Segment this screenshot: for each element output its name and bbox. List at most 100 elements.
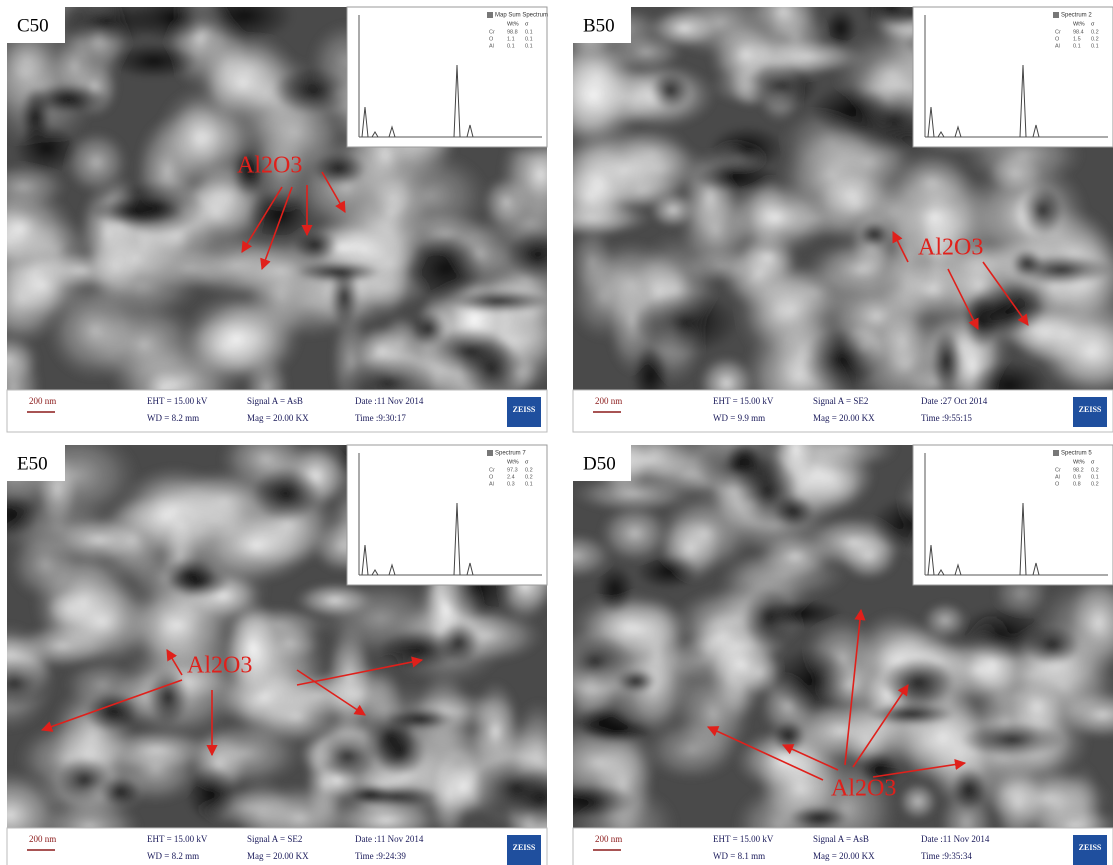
- shadow: [147, 668, 190, 726]
- shadow: [743, 63, 819, 110]
- info-signal: Signal A = SE2: [813, 396, 868, 406]
- grain: [898, 782, 938, 821]
- panel-label: B50: [583, 15, 615, 36]
- info-mag: Mag = 20.00 KX: [247, 413, 309, 423]
- shadow: [788, 806, 848, 830]
- info-mag: Mag = 20.00 KX: [813, 851, 875, 861]
- scale-label: 200 nm: [29, 396, 56, 406]
- table-cell: 0.1: [525, 43, 533, 49]
- shadow: [317, 732, 378, 780]
- table-cell: Cr: [1055, 467, 1061, 473]
- shadow: [26, 83, 109, 114]
- shadow: [163, 557, 216, 592]
- spectrum-title: Spectrum 5: [1061, 451, 1092, 457]
- shadow: [506, 230, 568, 281]
- info-time: Time :9:55:15: [921, 413, 972, 423]
- panel: C50Map Sum SpectrumWt%σCr98.80.1O1.10.1A…: [0, 0, 583, 436]
- shadow: [960, 722, 1065, 758]
- shadow: [931, 329, 963, 392]
- annotation: Al2O3: [237, 153, 302, 179]
- shadow: [579, 717, 655, 744]
- panel-label: E50: [17, 453, 48, 474]
- table-cell: 0.9: [1073, 474, 1081, 480]
- table-cell: Cr: [1055, 29, 1061, 35]
- info-mag: Mag = 20.00 KX: [247, 851, 309, 861]
- shadow: [760, 599, 843, 628]
- shadow: [824, 8, 857, 50]
- grain: [9, 528, 82, 601]
- shadow: [348, 784, 392, 805]
- table-cell: Al: [489, 43, 494, 49]
- legend-swatch: [1053, 450, 1059, 456]
- inset-bg: [913, 445, 1113, 585]
- table-cell: 0.2: [1091, 36, 1099, 42]
- shadow: [1021, 186, 1064, 236]
- table-cell: 0.2: [1091, 481, 1099, 487]
- shadow: [446, 289, 552, 313]
- shadow: [693, 162, 780, 193]
- shadow: [859, 221, 890, 248]
- shadow: [800, 329, 881, 391]
- shadow: [616, 669, 656, 693]
- legend-swatch: [487, 450, 493, 456]
- table-cell: 0.1: [1073, 43, 1081, 49]
- table-cell: 0.8: [1073, 481, 1081, 487]
- table-header: Wt%: [507, 459, 519, 465]
- grain: [45, 280, 144, 381]
- info-date: Date :11 Nov 2014: [921, 834, 990, 844]
- shadow: [471, 756, 560, 819]
- table-cell: 1.5: [1073, 36, 1081, 42]
- info-eht: EHT = 15.00 kV: [147, 834, 208, 844]
- table-cell: Al: [1055, 43, 1060, 49]
- table-header: σ: [525, 21, 529, 27]
- table-cell: 0.3: [507, 481, 515, 487]
- scale-label: 200 nm: [595, 396, 622, 406]
- table-header: Wt%: [507, 21, 519, 27]
- table-cell: 0.1: [507, 43, 515, 49]
- table-header: Wt%: [1073, 21, 1085, 27]
- panel: E50Spectrum 7Wt%σCr97.30.2O2.40.2Al0.30.…: [0, 397, 585, 865]
- info-wd: WD = 9.9 mm: [713, 413, 765, 423]
- table-cell: 98.2: [1073, 467, 1084, 473]
- grain: [372, 150, 490, 241]
- info-signal: Signal A = AsB: [247, 396, 303, 406]
- shadow: [438, 622, 481, 663]
- shadow: [109, 43, 200, 78]
- table-cell: 0.1: [525, 36, 533, 42]
- info-date: Date :27 Oct 2014: [921, 396, 988, 406]
- info-wd: WD = 8.2 mm: [147, 413, 199, 423]
- shadow: [882, 657, 955, 707]
- table-cell: O: [489, 474, 494, 480]
- inset-bg: [347, 445, 547, 585]
- shadow: [56, 757, 112, 804]
- shadow: [772, 647, 853, 715]
- inset-bg: [347, 7, 547, 147]
- shadow: [960, 286, 1045, 335]
- info-wd: WD = 8.2 mm: [147, 851, 199, 861]
- shadow: [950, 767, 987, 812]
- table-cell: 0.2: [525, 467, 533, 473]
- table-cell: 2.4: [507, 474, 515, 480]
- shadow: [410, 311, 447, 346]
- info-signal: Signal A = SE2: [247, 834, 302, 844]
- info-time: Time :9:24:39: [355, 851, 406, 861]
- shadow: [387, 708, 456, 731]
- table-cell: O: [1055, 481, 1060, 487]
- table-cell: 1.1: [507, 36, 515, 42]
- table-cell: 98.8: [507, 29, 518, 35]
- figure: C50Map Sum SpectrumWt%σCr98.80.1O1.10.1A…: [0, 0, 1113, 865]
- table-header: Wt%: [1073, 459, 1085, 465]
- table-cell: 98.4: [1073, 29, 1084, 35]
- scale-label: 200 nm: [29, 834, 56, 844]
- table-cell: 0.2: [1091, 467, 1099, 473]
- shadow: [636, 554, 699, 590]
- info-date: Date :11 Nov 2014: [355, 396, 424, 406]
- legend-swatch: [487, 12, 493, 18]
- shadow: [1011, 249, 1042, 275]
- table-cell: Cr: [489, 29, 495, 35]
- table-cell: O: [489, 36, 494, 42]
- grain: [559, 129, 639, 243]
